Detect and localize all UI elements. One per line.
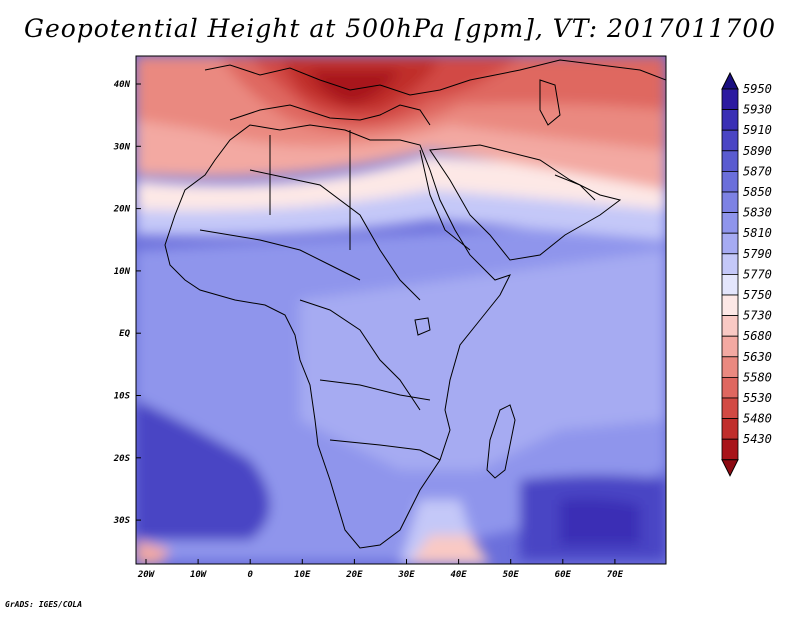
lake-victoria xyxy=(414,317,431,336)
colorbar-swatch xyxy=(721,191,739,214)
colorbar-label: 5480 xyxy=(743,412,772,426)
inland-border-3 xyxy=(299,299,421,411)
lat-tick-label: 40N xyxy=(114,80,131,90)
lon-tick-label: 50E xyxy=(503,570,520,580)
lat-tick-label: 30S xyxy=(113,516,131,526)
persian-gulf xyxy=(554,174,596,201)
colorbar-swatch xyxy=(721,150,739,172)
inland-border-4 xyxy=(319,379,431,401)
lon-tick-label: 0 xyxy=(247,570,253,580)
colorbar-swatch xyxy=(721,109,739,131)
colorbar-swatch xyxy=(721,397,739,420)
lon-tick-label: 70E xyxy=(607,570,624,580)
lon-tick-label: 20E xyxy=(345,570,363,580)
colorbar-swatch xyxy=(721,335,739,358)
colorbar-top-arrow xyxy=(721,71,739,90)
footer-credit: GrADS: IGES/COLA xyxy=(5,600,83,609)
colorbar-label: 5830 xyxy=(743,206,772,220)
colorbar-label: 5630 xyxy=(743,350,772,364)
colorbar-swatch xyxy=(721,438,739,461)
colorbar-swatch xyxy=(721,418,739,440)
colorbar-swatch xyxy=(721,129,739,152)
inland-border-6 xyxy=(419,149,471,251)
colorbar-label: 5750 xyxy=(743,288,772,302)
colorbar-label: 5930 xyxy=(743,103,772,117)
colorbar-label: 5530 xyxy=(743,391,772,405)
colorbar-label: 5430 xyxy=(743,432,772,446)
lat-tick-label: 20S xyxy=(113,454,131,464)
colorbar-swatch xyxy=(721,170,739,193)
colorbar-label: 5580 xyxy=(743,370,772,384)
colorbar-swatch xyxy=(721,376,739,399)
colorbar-swatch xyxy=(721,273,739,296)
colorbar-label: 5770 xyxy=(743,267,772,281)
colorbar-label: 5730 xyxy=(743,309,772,323)
colorbar-label: 5810 xyxy=(743,226,772,240)
colorbar-swatch xyxy=(721,212,739,234)
inland-border-5 xyxy=(329,439,441,461)
map-frame xyxy=(135,55,667,565)
arabia-coastline xyxy=(429,144,622,261)
lon-tick-label: 60E xyxy=(555,570,572,580)
colorbar-label: 5890 xyxy=(743,144,772,158)
colorbar-label: 5790 xyxy=(743,247,772,261)
lon-tick-label: 10E xyxy=(294,570,311,580)
chart-title: Geopotential Height at 500hPa [gpm], VT:… xyxy=(23,14,777,43)
colorbar-bottom-arrow xyxy=(721,459,739,477)
lat-tick-label: 10N xyxy=(114,267,131,277)
lon-tick-label: 40E xyxy=(450,570,467,580)
inland-border-1 xyxy=(249,169,421,301)
coastlines xyxy=(164,59,666,549)
colorbar-swatch xyxy=(721,88,739,111)
europe-coastline xyxy=(204,59,666,96)
lat-tick-label: EQ xyxy=(119,329,130,339)
lat-tick-label: 10S xyxy=(114,392,131,402)
colorbar-swatch xyxy=(721,294,739,317)
colorbar-swatch xyxy=(721,315,739,337)
colorbar-label: 5680 xyxy=(743,329,772,343)
colorbar-swatch xyxy=(721,356,739,378)
lat-tick-label: 30N xyxy=(113,142,131,152)
lon-tick-label: 30E xyxy=(397,570,415,580)
lon-tick-label: 20W xyxy=(137,570,156,580)
colorbar-label: 5870 xyxy=(743,164,772,178)
inland-border-2 xyxy=(199,229,361,281)
colorbar-swatch xyxy=(721,232,739,255)
lat-tick-label: 20N xyxy=(113,205,131,215)
lon-tick-label: 10W xyxy=(190,570,208,580)
mediterranean-coastline xyxy=(229,104,431,126)
colorbar-swatch xyxy=(721,253,739,275)
latitude-axis: 40N 30N 20N 10N EQ 10S 20S 30S xyxy=(113,80,141,526)
colorbar-label: 5950 xyxy=(743,82,772,96)
height-field xyxy=(136,56,666,564)
colorbar-label: 5910 xyxy=(743,123,772,137)
longitude-axis: 20W 10W 0 10E 20E 30E 40E 50E 60E 70E xyxy=(137,559,624,580)
madagascar-coastline xyxy=(486,404,516,479)
colorbar-label: 5850 xyxy=(743,185,772,199)
caspian-sea xyxy=(539,79,561,126)
colorbar: 5950 5930 5910 5890 5870 5850 5830 5810 5790 5770… xyxy=(721,71,772,477)
